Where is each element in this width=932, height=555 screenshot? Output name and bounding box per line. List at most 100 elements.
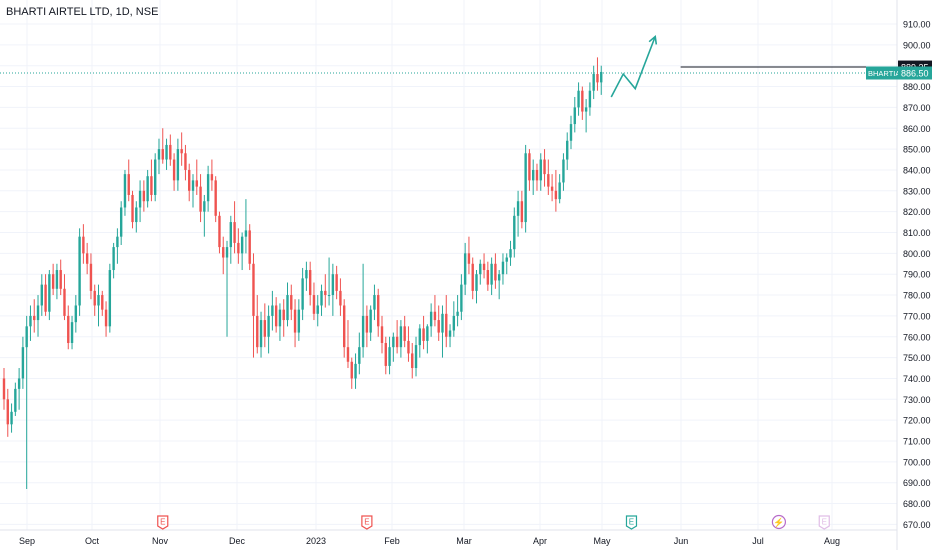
candle-body <box>21 347 25 379</box>
y-tick-label: 690.00 <box>903 478 931 488</box>
y-tick-label: 840.00 <box>903 165 931 175</box>
symbol-tag-label: BHARTIARTL <box>868 69 914 78</box>
candle-body <box>569 124 573 141</box>
x-tick-label: Nov <box>152 536 169 546</box>
event-marker-split <box>771 514 787 530</box>
event-marker-label: E <box>629 518 634 527</box>
y-tick-label: 750.00 <box>903 353 931 363</box>
candle-body <box>161 149 164 160</box>
candle-body <box>543 159 546 175</box>
y-tick-label: 820.00 <box>903 207 931 217</box>
candle-body <box>422 328 425 341</box>
candle-body <box>411 353 414 369</box>
y-tick-label: 860.00 <box>903 124 931 134</box>
candle-body <box>101 295 104 310</box>
candle-body <box>524 153 527 223</box>
x-tick-label: Dec <box>229 536 246 546</box>
candle-body <box>535 169 539 181</box>
x-tick-label: 2023 <box>306 536 326 546</box>
candle-body <box>176 149 180 181</box>
candle-body <box>445 313 448 337</box>
x-tick-label: Sep <box>19 536 35 546</box>
candle-body <box>17 378 21 389</box>
candle-body <box>479 263 482 275</box>
candle-body <box>494 263 497 281</box>
candle-body <box>532 169 535 181</box>
candle-body <box>40 284 43 306</box>
candle-body <box>51 274 55 289</box>
candle-body <box>312 295 316 314</box>
candle-body <box>516 201 520 216</box>
y-tick-label: 870.00 <box>903 103 931 113</box>
candle-body <box>206 174 210 202</box>
candle-body <box>55 270 59 289</box>
y-tick-label: 670.00 <box>903 520 931 530</box>
x-tick-label: May <box>593 536 611 546</box>
y-tick-label: 830.00 <box>903 186 931 196</box>
candle-body <box>588 90 592 108</box>
candle-body <box>6 399 9 425</box>
candle-body <box>482 263 486 271</box>
candle-body <box>437 320 440 333</box>
candle-body <box>116 236 119 248</box>
candle-body <box>566 140 569 160</box>
y-tick-label: 680.00 <box>903 499 931 509</box>
candle-body <box>267 315 270 337</box>
candle-body <box>237 242 240 254</box>
candle-body <box>210 174 214 181</box>
candle-body <box>316 305 319 314</box>
candle-body <box>320 290 323 306</box>
candle-body <box>505 257 508 262</box>
candle-body <box>63 288 66 316</box>
x-tick-label: Oct <box>85 536 100 546</box>
candle-body <box>214 180 217 216</box>
candle-body <box>592 74 595 91</box>
y-tick-label: 760.00 <box>903 332 931 342</box>
last-price-label: 886.50 <box>901 68 929 78</box>
candle-body <box>433 311 437 321</box>
candle-body <box>10 411 13 425</box>
candle-body <box>169 144 172 160</box>
candle-body <box>460 284 463 312</box>
candle-body <box>501 261 505 275</box>
y-tick-label: 700.00 <box>903 457 931 467</box>
y-tick-label: 780.00 <box>903 291 931 301</box>
event-marker <box>818 515 830 530</box>
candle-body <box>123 174 127 208</box>
candle-body <box>131 194 134 223</box>
candle-body <box>554 190 558 200</box>
candle-body <box>286 295 289 321</box>
candle-body <box>441 313 444 333</box>
candle-body <box>259 320 263 348</box>
candle-body <box>195 180 198 187</box>
candle-body <box>486 270 490 285</box>
candle-body <box>180 149 183 154</box>
candle-body <box>191 180 195 191</box>
candle-body <box>562 159 565 183</box>
candle-body <box>497 274 501 281</box>
candle-body <box>467 253 471 264</box>
y-tick-label: 810.00 <box>903 228 931 238</box>
candle-body <box>558 182 561 200</box>
candle-body <box>395 336 399 348</box>
candle-body <box>418 328 421 346</box>
candle-body <box>252 263 255 316</box>
projection-path <box>610 36 656 98</box>
candle-body <box>456 311 459 316</box>
candle-body <box>547 174 550 187</box>
candle-body <box>172 159 176 181</box>
y-tick-label: 800.00 <box>903 249 931 259</box>
y-tick-label: 740.00 <box>903 374 931 384</box>
candle-body <box>93 290 96 306</box>
candle-body <box>392 336 395 348</box>
candle-body <box>377 295 380 327</box>
candle-body <box>297 309 301 333</box>
candle-body <box>350 361 353 379</box>
candle-body <box>365 315 369 333</box>
x-tick-label: Feb <box>384 536 400 546</box>
lightning-icon: ⚡ <box>773 517 784 529</box>
candle-body <box>331 274 335 296</box>
candle-body <box>25 326 28 348</box>
